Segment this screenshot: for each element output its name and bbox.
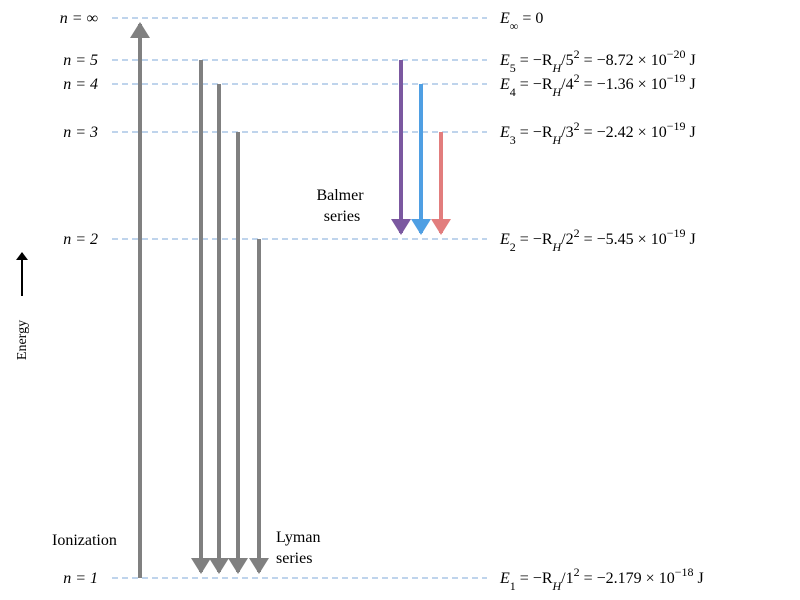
balmer-label: Balmer series	[316, 187, 367, 225]
energy-part: = −2.179 × 10	[580, 570, 675, 587]
energy-part: −18	[675, 565, 694, 579]
energy-part: 5	[510, 61, 516, 75]
energy-part: E	[499, 231, 510, 248]
energy-part: J	[685, 52, 695, 69]
energy-part: E	[499, 52, 510, 69]
levels: n = ∞ E∞ = 0n = 5 E5 = −RH/52 = −8.72 × 10…	[60, 10, 704, 593]
energy-part: J	[685, 76, 695, 93]
level-n: n = 4	[63, 76, 98, 93]
level-n: n = 2	[63, 231, 98, 248]
level-n: n = 3	[63, 124, 98, 141]
energy-part: −19	[667, 71, 686, 85]
energy-part: −19	[667, 226, 686, 240]
energy-part: 3	[510, 133, 516, 147]
energy-part: 4	[510, 85, 516, 99]
level-energy: E5 = −RH/52 = −8.72 × 10−20 J	[499, 47, 696, 75]
energy-part: /2	[561, 231, 573, 248]
energy-part: = −2.42 × 10	[580, 124, 667, 141]
energy-part: −19	[667, 119, 686, 133]
energy-part: 2	[510, 240, 516, 254]
energy-part: H	[552, 133, 563, 147]
energy-part: = −5.45 × 10	[580, 231, 667, 248]
energy-part: H	[552, 240, 563, 254]
energy-part: 2	[574, 226, 580, 240]
level-n: n = 1	[63, 570, 98, 587]
energy-part: = 0	[518, 10, 543, 27]
energy-part: = −R	[516, 76, 553, 93]
energy-part: /1	[561, 570, 573, 587]
ionization-label: Ionization	[52, 532, 117, 549]
energy-part: 2	[574, 71, 580, 85]
energy-part: = −R	[516, 52, 553, 69]
axis-label: Energy	[15, 320, 30, 360]
level-energy: E1 = −RH/12 = −2.179 × 10−18 J	[499, 565, 704, 593]
level-energy: E4 = −RH/42 = −1.36 × 10−19 J	[499, 71, 696, 99]
label-line: series	[324, 208, 360, 225]
energy-part: H	[552, 61, 563, 75]
label-line: Lyman	[276, 529, 320, 546]
energy-part: = −1.36 × 10	[580, 76, 667, 93]
energy-part: /5	[561, 52, 573, 69]
lyman-label: Lyman series	[276, 529, 324, 567]
energy-part: J	[685, 231, 695, 248]
energy-part: E	[499, 124, 510, 141]
energy-part: = −R	[516, 124, 553, 141]
energy-part: E	[499, 570, 510, 587]
level-energy: E3 = −RH/32 = −2.42 × 10−19 J	[499, 119, 696, 147]
energy-part: = −R	[516, 570, 553, 587]
level-energy: E∞ = 0	[499, 10, 543, 33]
energy-part: 2	[574, 119, 580, 133]
energy-part: /4	[561, 76, 573, 93]
level-n: n = ∞	[60, 10, 98, 27]
energy-part: ∞	[510, 19, 519, 33]
label-line: Balmer	[316, 187, 364, 204]
energy-part: /3	[561, 124, 573, 141]
level-energy: E2 = −RH/22 = −5.45 × 10−19 J	[499, 226, 696, 254]
energy-part: = −8.72 × 10	[580, 52, 667, 69]
energy-part: E	[499, 76, 510, 93]
energy-part: 1	[510, 579, 516, 593]
energy-part: = −R	[516, 231, 553, 248]
energy-part: J	[693, 570, 703, 587]
energy-part: −20	[667, 47, 686, 61]
energy-part: J	[685, 124, 695, 141]
label-line: series	[276, 550, 312, 567]
energy-part: H	[552, 579, 563, 593]
level-n: n = 5	[63, 52, 98, 69]
energy-part: 2	[574, 47, 580, 61]
energy-part: E	[499, 10, 510, 27]
energy-part: 2	[574, 565, 580, 579]
energy-part: H	[552, 85, 563, 99]
